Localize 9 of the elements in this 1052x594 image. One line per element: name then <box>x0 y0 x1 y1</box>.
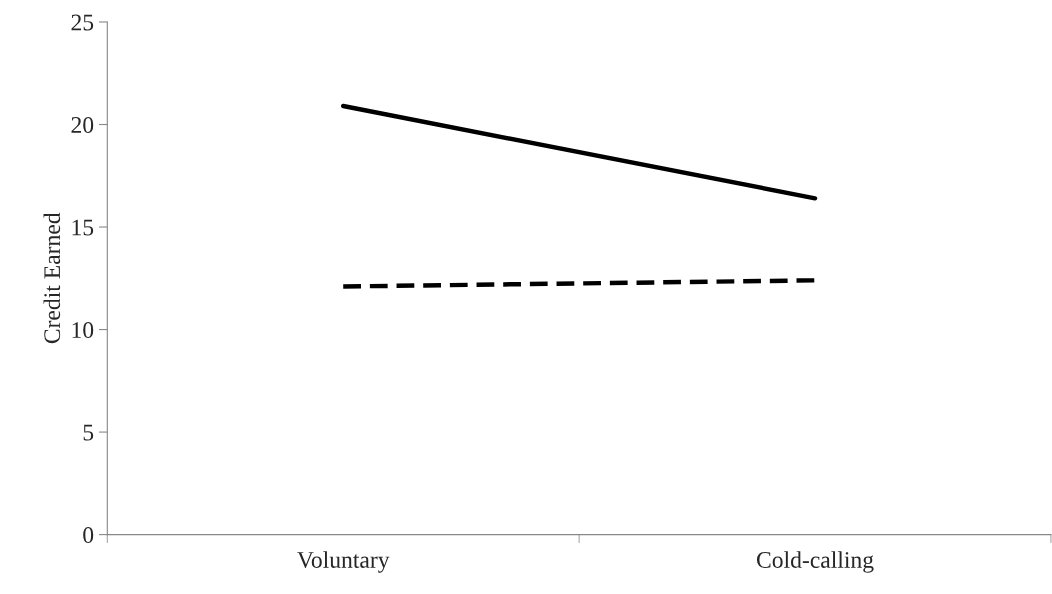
y-axis-title: Credit Earned <box>43 212 61 344</box>
y-tick-label: 15 <box>72 219 94 236</box>
y-tick-label: 5 <box>83 424 94 441</box>
y-tick-label: 20 <box>71 116 94 133</box>
y-tick-label: 0 <box>83 527 94 544</box>
x-tick-label: Cold-calling <box>756 551 874 573</box>
y-tick-label: 25 <box>71 14 94 31</box>
y-tick-label: 10 <box>72 322 94 338</box>
x-tick-label: Voluntary <box>297 551 390 573</box>
